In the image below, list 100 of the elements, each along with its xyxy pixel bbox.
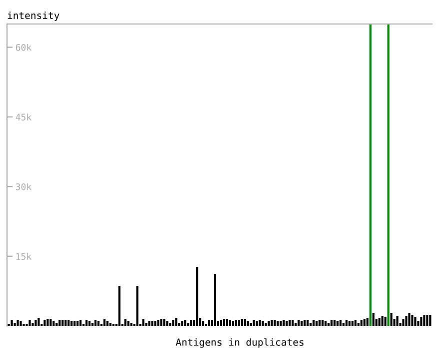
bar (20, 320, 22, 326)
bar (50, 319, 52, 326)
bar (240, 319, 243, 326)
bar (348, 320, 351, 326)
bar (304, 320, 306, 326)
bar (276, 320, 279, 326)
bar (202, 320, 204, 326)
bar (360, 320, 363, 326)
bar (363, 319, 366, 326)
bar (288, 320, 291, 326)
bar (330, 320, 333, 326)
bar (334, 320, 336, 326)
bar (222, 319, 226, 326)
bar (88, 320, 91, 326)
bar (366, 318, 368, 326)
bar (354, 320, 357, 326)
bar (286, 320, 288, 326)
bar (268, 320, 270, 326)
bar (226, 319, 228, 326)
bar (328, 322, 330, 326)
bar (175, 318, 178, 326)
bar (16, 320, 19, 326)
bar (402, 319, 404, 326)
bar (316, 320, 318, 326)
bar (124, 319, 126, 326)
bar (252, 320, 255, 326)
bar (14, 322, 16, 326)
bar (38, 318, 40, 326)
bar (426, 314, 428, 326)
bar (387, 24, 390, 326)
bar (250, 322, 252, 326)
bar (282, 320, 285, 326)
bar (56, 322, 58, 326)
bar (184, 320, 186, 326)
bar (118, 286, 120, 326)
bar (381, 316, 384, 326)
bar (228, 320, 232, 326)
bar (280, 320, 282, 326)
bar (262, 320, 264, 326)
bar (414, 316, 416, 326)
bar (372, 312, 374, 326)
bar (246, 320, 249, 326)
bar (420, 316, 422, 326)
bar (244, 319, 246, 326)
bar (318, 320, 321, 326)
bar (351, 320, 354, 326)
bar (130, 322, 132, 326)
bar (154, 320, 156, 326)
bar (310, 322, 312, 326)
y-tick-label: 15k (16, 252, 32, 260)
y-tick-label: 45k (16, 114, 32, 121)
bar (94, 320, 97, 326)
bar (145, 322, 148, 326)
bar (396, 316, 398, 326)
bar (32, 322, 34, 326)
bar (234, 320, 237, 326)
bar (97, 320, 100, 326)
y-axis-title: intensity (8, 12, 60, 21)
bar (300, 320, 303, 326)
bar (312, 320, 315, 326)
bar (169, 322, 172, 326)
bar (76, 320, 79, 326)
bar (166, 320, 168, 326)
bar (44, 320, 46, 326)
bar (270, 320, 273, 326)
bar (258, 320, 261, 326)
bar (423, 314, 426, 326)
bar (109, 322, 112, 326)
bar (357, 322, 360, 326)
bar (28, 320, 31, 326)
bar (157, 320, 160, 326)
bar (196, 266, 198, 326)
bar (46, 319, 49, 326)
bar (142, 319, 144, 326)
bar (238, 320, 240, 326)
bar (264, 322, 267, 326)
bar (378, 318, 380, 326)
bar (298, 320, 300, 326)
bar (232, 320, 234, 326)
bar (10, 320, 13, 326)
bar (322, 320, 324, 326)
bar (220, 320, 222, 326)
bar (127, 320, 130, 326)
bar (411, 314, 414, 326)
bar (52, 320, 55, 326)
bar (74, 320, 76, 326)
bar (390, 312, 392, 326)
bar (181, 320, 184, 326)
bar (64, 320, 67, 326)
bar (336, 320, 339, 326)
bar (292, 320, 294, 326)
bar (324, 320, 327, 326)
bar (256, 320, 258, 326)
bar (405, 316, 408, 326)
bar (70, 320, 73, 326)
bar (408, 312, 410, 326)
bar (79, 320, 82, 326)
bar (58, 320, 61, 326)
bar (208, 320, 210, 326)
bar (369, 24, 372, 326)
